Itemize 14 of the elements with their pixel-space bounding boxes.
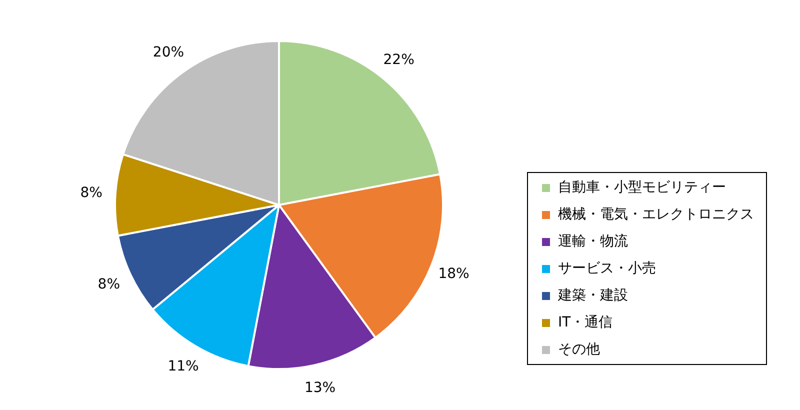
legend-label: 運輸・物流 (558, 234, 628, 250)
data-label: 20% (152, 44, 184, 61)
legend-label: その他 (558, 342, 600, 358)
data-label: 13% (304, 380, 336, 396)
data-label: 8% (80, 184, 102, 201)
legend-label: 機械・電気・エレクトロニクス (558, 206, 754, 223)
legend-label: IT・通信 (558, 314, 613, 331)
legend-label: 自動車・小型モビリティー (558, 180, 726, 196)
data-label: 8% (98, 276, 120, 293)
data-label: 22% (383, 52, 414, 68)
data-label: 11% (168, 358, 199, 374)
legend-label: サービス・小売 (558, 260, 656, 277)
legend-label: 建築・建設 (557, 288, 628, 304)
data-label: 18% (438, 266, 470, 282)
